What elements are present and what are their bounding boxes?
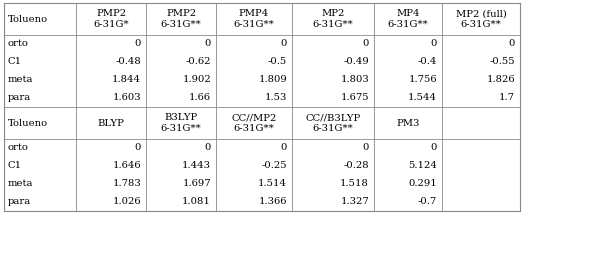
Text: 1.646: 1.646 [112, 162, 141, 170]
Text: -0.48: -0.48 [115, 58, 141, 67]
Text: 0: 0 [431, 39, 437, 48]
Text: -0.28: -0.28 [343, 162, 369, 170]
Text: 1.53: 1.53 [264, 93, 287, 102]
Text: 0: 0 [431, 144, 437, 153]
Text: 1.518: 1.518 [340, 179, 369, 188]
Text: 1.809: 1.809 [258, 76, 287, 84]
Text: 1.026: 1.026 [112, 197, 141, 207]
Text: 1.844: 1.844 [112, 76, 141, 84]
Text: C1: C1 [8, 58, 22, 67]
Text: 1.544: 1.544 [408, 93, 437, 102]
Text: 1.327: 1.327 [340, 197, 369, 207]
Text: PMP2
6-31G*: PMP2 6-31G* [93, 9, 129, 29]
Text: orto: orto [8, 39, 29, 48]
Text: Tolueno: Tolueno [8, 15, 48, 24]
Text: 1.697: 1.697 [182, 179, 211, 188]
Text: PM3: PM3 [396, 119, 419, 127]
Text: orto: orto [8, 144, 29, 153]
Text: 0: 0 [135, 39, 141, 48]
Text: CC//MP2
6-31G**: CC//MP2 6-31G** [231, 113, 276, 133]
Text: B3LYP
6-31G**: B3LYP 6-31G** [160, 113, 201, 133]
Text: -0.25: -0.25 [261, 162, 287, 170]
Text: -0.5: -0.5 [268, 58, 287, 67]
Text: 1.603: 1.603 [112, 93, 141, 102]
Text: 0.291: 0.291 [408, 179, 437, 188]
Text: -0.49: -0.49 [343, 58, 369, 67]
Text: 1.826: 1.826 [486, 76, 515, 84]
Text: MP2 (full)
6-31G**: MP2 (full) 6-31G** [456, 9, 507, 29]
Text: 0: 0 [204, 39, 211, 48]
Text: 1.902: 1.902 [182, 76, 211, 84]
Text: 0: 0 [508, 39, 515, 48]
Text: CC//B3LYP
6-31G**: CC//B3LYP 6-31G** [305, 113, 361, 133]
Text: MP2
6-31G**: MP2 6-31G** [313, 9, 353, 29]
Text: 0: 0 [362, 144, 369, 153]
Text: 1.366: 1.366 [258, 197, 287, 207]
Text: 1.675: 1.675 [340, 93, 369, 102]
Text: meta: meta [8, 179, 34, 188]
Text: 1.443: 1.443 [182, 162, 211, 170]
Text: C1: C1 [8, 162, 22, 170]
Text: 1.803: 1.803 [340, 76, 369, 84]
Text: 0: 0 [362, 39, 369, 48]
Text: -0.55: -0.55 [489, 58, 515, 67]
Text: 0: 0 [281, 144, 287, 153]
Text: -0.62: -0.62 [186, 58, 211, 67]
Text: PMP2
6-31G**: PMP2 6-31G** [160, 9, 201, 29]
Text: 1.7: 1.7 [499, 93, 515, 102]
Text: 1.514: 1.514 [258, 179, 287, 188]
Text: Tolueno: Tolueno [8, 119, 48, 127]
Text: 1.081: 1.081 [182, 197, 211, 207]
Text: para: para [8, 93, 31, 102]
Text: para: para [8, 197, 31, 207]
Text: PMP4
6-31G**: PMP4 6-31G** [234, 9, 275, 29]
Text: 0: 0 [135, 144, 141, 153]
Text: 0: 0 [281, 39, 287, 48]
Text: meta: meta [8, 76, 34, 84]
Text: -0.4: -0.4 [418, 58, 437, 67]
Text: 0: 0 [204, 144, 211, 153]
Text: BLYP: BLYP [97, 119, 124, 127]
Text: 1.756: 1.756 [408, 76, 437, 84]
Text: -0.7: -0.7 [418, 197, 437, 207]
Text: 1.66: 1.66 [189, 93, 211, 102]
Text: 5.124: 5.124 [408, 162, 437, 170]
Text: 1.783: 1.783 [112, 179, 141, 188]
Text: MP4
6-31G**: MP4 6-31G** [388, 9, 429, 29]
